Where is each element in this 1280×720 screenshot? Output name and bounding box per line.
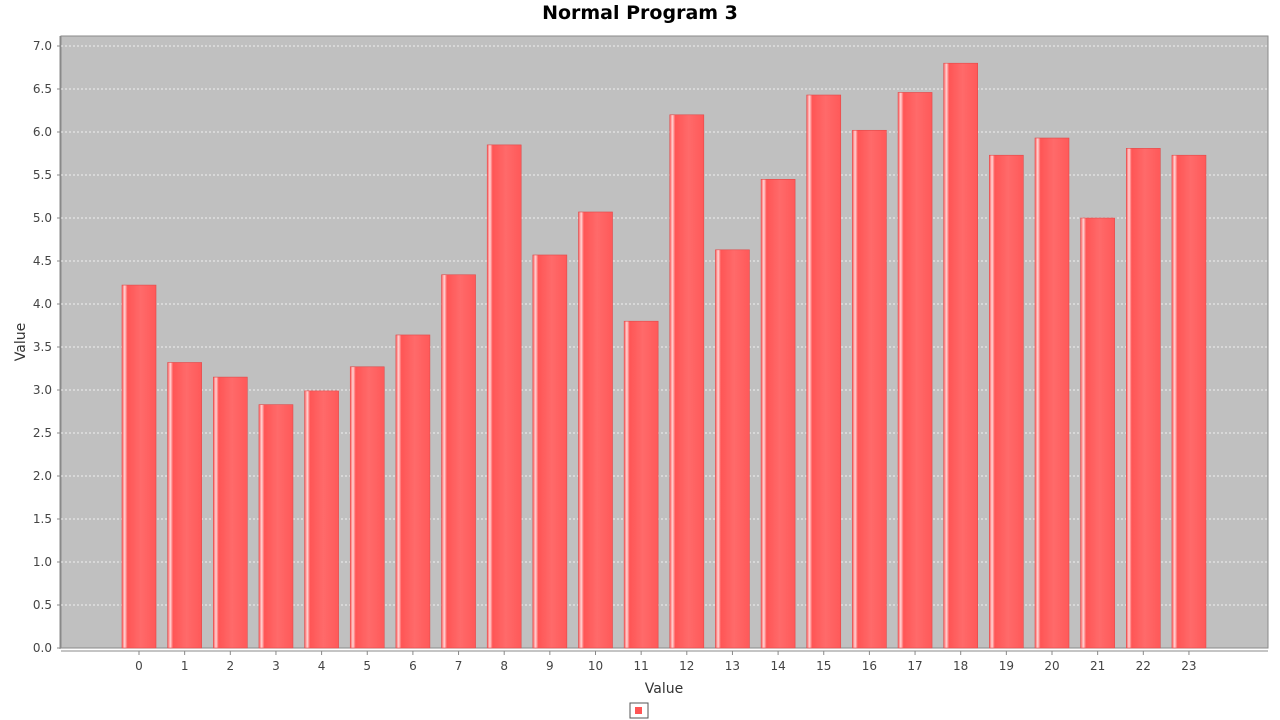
x-tick-label: 1 (181, 659, 189, 673)
bar-13 (715, 249, 750, 649)
x-tick-label: 21 (1090, 659, 1105, 673)
y-tick-label: 0.0 (33, 641, 52, 655)
x-tick-label: 3 (272, 659, 280, 673)
x-tick-label: 4 (318, 659, 326, 673)
y-tick-label: 1.0 (33, 555, 52, 569)
bar-21 (1080, 217, 1115, 649)
y-tick-label: 6.5 (33, 82, 52, 96)
y-tick-label: 3.0 (33, 383, 52, 397)
x-tick-label: 15 (816, 659, 831, 673)
y-tick-label: 7.0 (33, 39, 52, 53)
y-tick-label: 3.5 (33, 340, 52, 354)
x-tick-label: 2 (226, 659, 234, 673)
bar-18 (943, 62, 979, 649)
bar-4 (304, 390, 339, 649)
y-tick-label: 4.5 (33, 254, 52, 268)
bar-0 (121, 284, 157, 649)
bar-2 (213, 376, 248, 649)
x-tick-label: 0 (135, 659, 143, 673)
x-tick-label: 20 (1044, 659, 1059, 673)
y-tick-label: 5.0 (33, 211, 52, 225)
y-tick-label: 6.0 (33, 125, 52, 139)
x-tick-label: 10 (588, 659, 603, 673)
y-tick-label: 2.0 (33, 469, 52, 483)
y-tick-label: 1.5 (33, 512, 52, 526)
x-tick-label: 8 (500, 659, 508, 673)
x-tick-label: 17 (907, 659, 922, 673)
x-tick-label: 7 (455, 659, 463, 673)
bar-17 (897, 92, 933, 649)
bar-16 (852, 129, 887, 649)
x-tick-label: 6 (409, 659, 417, 673)
y-tick-label: 0.5 (33, 598, 52, 612)
x-tick-label: 11 (634, 659, 649, 673)
x-tick-label: 23 (1181, 659, 1196, 673)
bar-7 (441, 274, 476, 649)
bar-1 (167, 362, 202, 649)
x-axis-title: Value (645, 681, 683, 697)
bar-19 (989, 154, 1024, 649)
y-tick-label: 2.5 (33, 426, 52, 440)
bar-9 (532, 254, 568, 649)
y-tick-label: 4.0 (33, 297, 52, 311)
bar-20 (1034, 137, 1070, 649)
bar-6 (395, 334, 431, 649)
x-tick-label: 18 (953, 659, 968, 673)
bar-3 (258, 404, 294, 649)
y-tick-label: 5.5 (33, 168, 52, 182)
bar-5 (349, 366, 385, 649)
x-tick-label: 9 (546, 659, 554, 673)
x-tick-label: 14 (770, 659, 785, 673)
chart-title: Normal Program 3 (542, 2, 738, 24)
x-tick-label: 13 (725, 659, 740, 673)
bar-12 (669, 114, 705, 649)
x-tick-label: 12 (679, 659, 694, 673)
y-axis-title: Value (13, 323, 29, 361)
bar-10 (578, 211, 613, 649)
bar-22 (1126, 148, 1161, 649)
x-tick-label: 22 (1136, 659, 1151, 673)
bar-15 (806, 94, 842, 649)
x-tick-label: 16 (862, 659, 877, 673)
x-tick-label: 19 (999, 659, 1014, 673)
bar-23 (1171, 154, 1207, 649)
bar-11 (623, 320, 659, 649)
bar-14 (760, 179, 796, 649)
x-tick-label: 5 (363, 659, 371, 673)
legend-swatch (635, 707, 642, 714)
bar-8 (486, 144, 522, 649)
